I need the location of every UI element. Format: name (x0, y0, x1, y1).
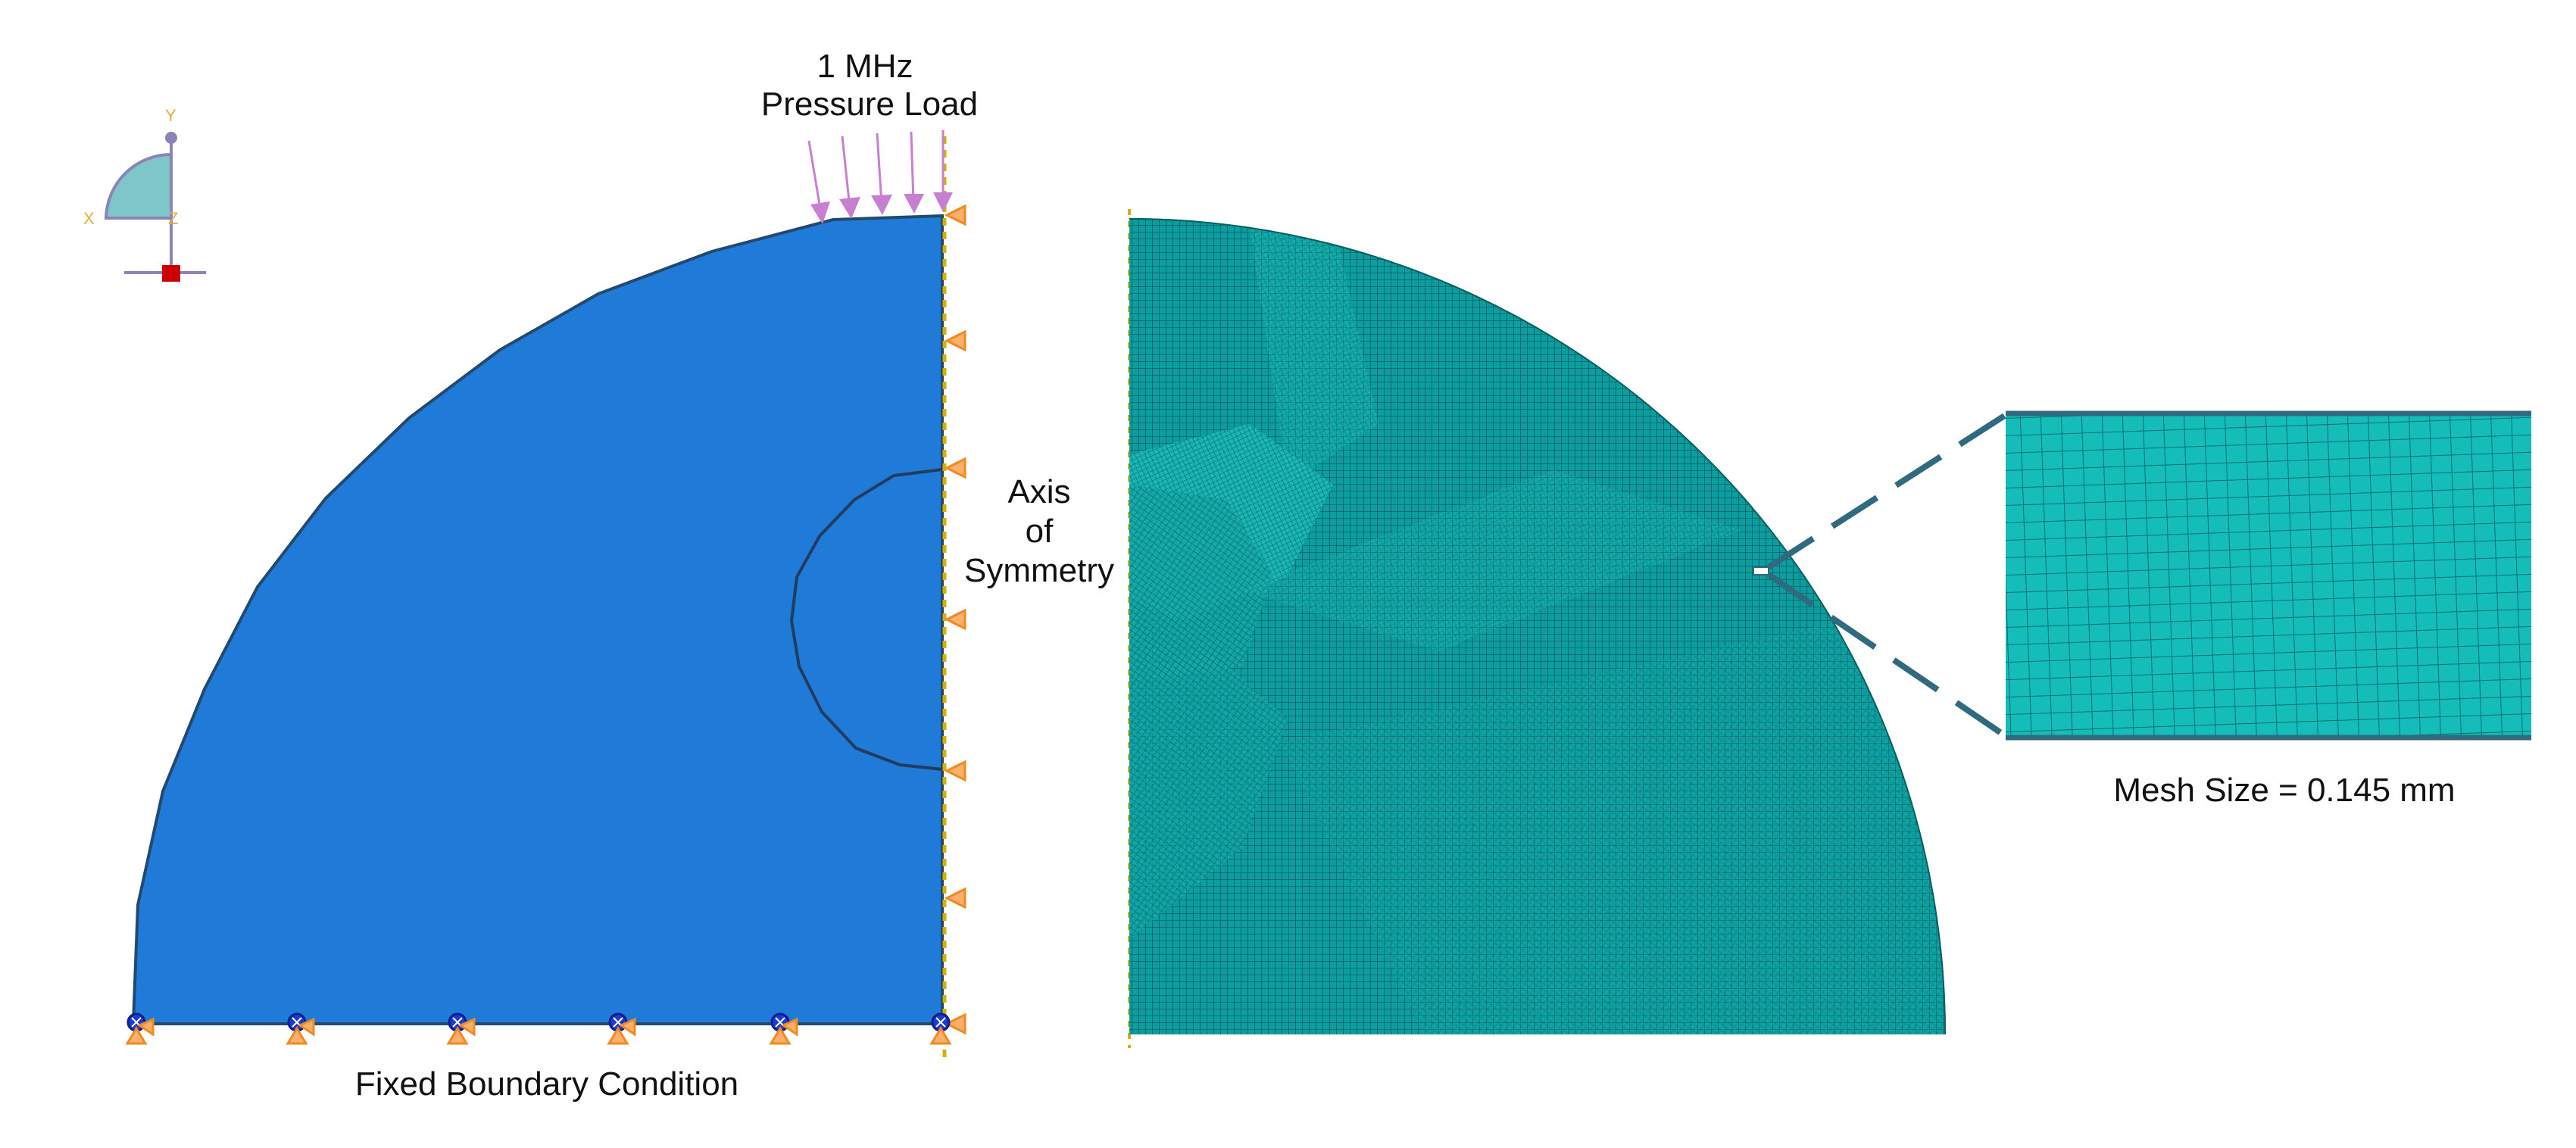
orange-cone-icon (944, 1012, 966, 1035)
symmetry-axis-label: Axis of Symmetry (964, 473, 1114, 589)
orange-cone-icon (944, 887, 966, 909)
axis-label-line1: Axis (1007, 473, 1070, 510)
blue-encastre-icon (286, 1012, 315, 1045)
pressure-arrow-icon (904, 194, 924, 214)
mesh-zoom-inset (2006, 413, 2531, 738)
pressure-arrow-icon (839, 197, 860, 219)
orientation-triad: Y X Z (83, 106, 206, 282)
mesh-size-label: Mesh Size = 0.145 mm (2113, 772, 2455, 809)
callout-line-top (1766, 412, 2008, 570)
geometry-view: Y X Z 1 MHz Pressure Load Fixed Boundary… (83, 48, 978, 1103)
fixed-bc-label: Fixed Boundary Condition (355, 1065, 738, 1103)
blue-encastre-icon (607, 1012, 636, 1045)
pressure-arrow-icon (910, 131, 915, 204)
triad-y-label: Y (165, 106, 176, 125)
pressure-arrow-icon (871, 195, 892, 215)
orange-cone-icon (944, 329, 966, 352)
mesh-quarter (1129, 218, 1946, 1034)
pressure-arrow-icon (807, 140, 823, 214)
inner-region-boundary (789, 468, 943, 771)
pressure-arrow-icon (810, 201, 830, 224)
triad-quarter-disc (104, 152, 173, 220)
pressure-load-arrows (807, 130, 953, 224)
orange-cone-icon (944, 457, 966, 479)
axis-label-line2: of (1026, 513, 1054, 550)
mesh-view (1128, 209, 1946, 1048)
blue-encastre-icon (125, 1012, 155, 1045)
orange-cone-icon (944, 608, 966, 631)
zoom-target-marker (1753, 566, 1769, 576)
triad-y-tip (165, 132, 177, 144)
blue-encastre-icon (769, 1012, 798, 1045)
orange-cone-icon (944, 204, 966, 226)
load-label-line1: 1 MHz (817, 48, 913, 85)
load-label-line2: Pressure Load (761, 86, 978, 123)
pressure-arrow-icon (933, 192, 953, 212)
symmetry-bc-markers (944, 204, 966, 1035)
fixed-bc-markers (125, 1012, 952, 1045)
triad-origin-marker (162, 265, 180, 282)
orange-cone-icon (944, 760, 966, 782)
triad-x-label: X (83, 209, 95, 228)
blue-encastre-icon (929, 1012, 952, 1045)
pressure-arrow-icon (841, 136, 851, 209)
axis-label-line3: Symmetry (964, 552, 1114, 589)
pressure-arrow-icon (876, 133, 883, 205)
callout-line-bottom (1766, 572, 2008, 739)
triad-z-label: Z (168, 209, 178, 228)
mesh-callout: Mesh Size = 0.145 mm (1766, 410, 2531, 809)
acoustic-domain (132, 214, 944, 1025)
blue-encastre-icon (446, 1012, 476, 1045)
